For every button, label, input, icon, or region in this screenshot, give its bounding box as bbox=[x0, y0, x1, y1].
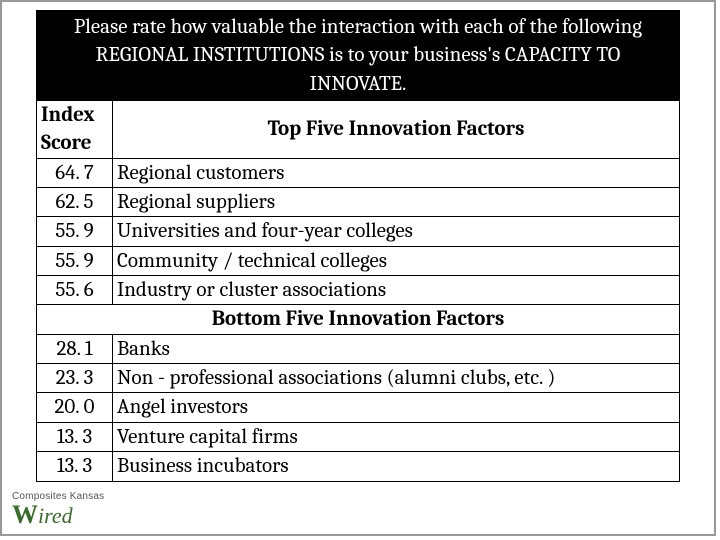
footer-logo: Composites Kansas Wired bbox=[12, 492, 104, 528]
logo-mark: Wired bbox=[12, 502, 104, 528]
column-headers-row: Index Score Top Five Innovation Factors bbox=[37, 101, 680, 159]
innovation-table-wrap: Please rate how valuable the interaction… bbox=[36, 10, 680, 482]
innovation-table: Please rate how valuable the interaction… bbox=[36, 10, 680, 482]
bottom-section-header: Bottom Five Innovation Factors bbox=[37, 305, 680, 334]
score-cell: 62. 5 bbox=[37, 188, 113, 217]
score-cell: 23. 3 bbox=[37, 364, 113, 393]
factor-cell: Business incubators bbox=[113, 452, 680, 481]
factor-cell: Venture capital firms bbox=[113, 422, 680, 451]
table-row: 20. 0 Angel investors bbox=[37, 393, 680, 422]
score-cell: 55. 9 bbox=[37, 217, 113, 246]
factor-cell: Community / technical colleges bbox=[113, 246, 680, 275]
table-row: 28. 1 Banks bbox=[37, 334, 680, 363]
table-row: 64. 7 Regional customers bbox=[37, 158, 680, 187]
score-cell: 13. 3 bbox=[37, 422, 113, 451]
factor-cell: Non - professional associations (alumni … bbox=[113, 364, 680, 393]
logo-w-icon: W bbox=[12, 500, 38, 529]
table-title-row: Please rate how valuable the interaction… bbox=[37, 11, 680, 101]
table-title: Please rate how valuable the interaction… bbox=[37, 11, 680, 101]
score-cell: 64. 7 bbox=[37, 158, 113, 187]
factor-cell: Banks bbox=[113, 334, 680, 363]
index-score-header: Index Score bbox=[37, 101, 113, 159]
factor-cell: Industry or cluster associations bbox=[113, 276, 680, 305]
factor-cell: Angel investors bbox=[113, 393, 680, 422]
factor-cell: Regional customers bbox=[113, 158, 680, 187]
top-section-header: Top Five Innovation Factors bbox=[113, 101, 680, 159]
table-row: 55. 9 Community / technical colleges bbox=[37, 246, 680, 275]
table-row: 62. 5 Regional suppliers bbox=[37, 188, 680, 217]
table-row: 23. 3 Non - professional associations (a… bbox=[37, 364, 680, 393]
score-cell: 20. 0 bbox=[37, 393, 113, 422]
table-row: 55. 6 Industry or cluster associations bbox=[37, 276, 680, 305]
factor-cell: Universities and four-year colleges bbox=[113, 217, 680, 246]
score-cell: 55. 6 bbox=[37, 276, 113, 305]
score-cell: 28. 1 bbox=[37, 334, 113, 363]
table-row: 55. 9 Universities and four-year college… bbox=[37, 217, 680, 246]
score-cell: 13. 3 bbox=[37, 452, 113, 481]
logo-ired-text: ired bbox=[38, 503, 73, 528]
table-row: 13. 3 Business incubators bbox=[37, 452, 680, 481]
bottom-section-row: Bottom Five Innovation Factors bbox=[37, 305, 680, 334]
score-cell: 55. 9 bbox=[37, 246, 113, 275]
factor-cell: Regional suppliers bbox=[113, 188, 680, 217]
table-row: 13. 3 Venture capital firms bbox=[37, 422, 680, 451]
